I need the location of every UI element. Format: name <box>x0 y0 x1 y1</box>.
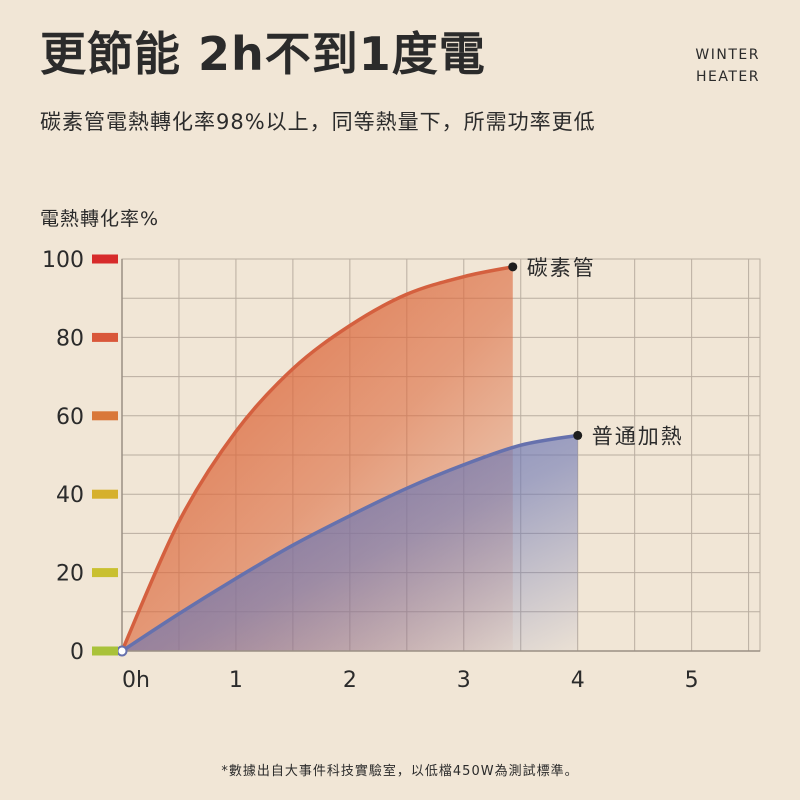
x-tick-label: 4 <box>571 668 585 693</box>
page-title: 更節能 2h不到1度電 <box>40 27 486 81</box>
y-tick-marker <box>92 568 118 578</box>
origin-point <box>116 645 128 657</box>
series-label: 碳素管 <box>527 256 596 280</box>
series-end-point <box>573 430 583 440</box>
y-tick-marker <box>92 411 118 421</box>
y-tick-marker <box>92 646 118 656</box>
y-tick-marker <box>92 489 118 499</box>
y-tick-label: 80 <box>56 326 84 351</box>
y-tick-label: 0 <box>70 640 84 665</box>
footnote: *數據出自大事件科技實驗室，以低檔450W為測試標準。 <box>221 764 579 779</box>
brand-label: WINTER HEATER <box>695 44 760 89</box>
chart-axes: 0 20 40 60 80 100 0h 1 2 3 4 5 <box>42 248 760 693</box>
series-area <box>122 435 578 651</box>
y-tick-marker <box>92 254 118 264</box>
brand-line-1: WINTER <box>695 47 760 63</box>
y-tick-label: 20 <box>56 562 84 587</box>
series-end-point <box>508 262 518 272</box>
y-tick-label: 60 <box>56 405 84 430</box>
x-tick-label: 1 <box>229 668 243 693</box>
y-tick-label: 100 <box>42 248 84 273</box>
x-tick-label: 2 <box>343 668 357 693</box>
page-subtitle: 碳素管電熱轉化率98%以上，同等熱量下，所需功率更低 <box>40 110 596 134</box>
x-tick-label: 0h <box>122 668 150 693</box>
series-label: 普通加熱 <box>592 424 684 448</box>
y-tick-label: 40 <box>56 483 84 508</box>
x-tick-label: 5 <box>685 668 699 693</box>
y-axis-label: 電熱轉化率% <box>40 208 160 230</box>
brand-line-2: HEATER <box>696 69 760 86</box>
y-tick-marker <box>92 332 118 342</box>
series-line <box>120 433 580 653</box>
series-line <box>120 265 515 653</box>
x-tick-label: 3 <box>457 668 471 693</box>
